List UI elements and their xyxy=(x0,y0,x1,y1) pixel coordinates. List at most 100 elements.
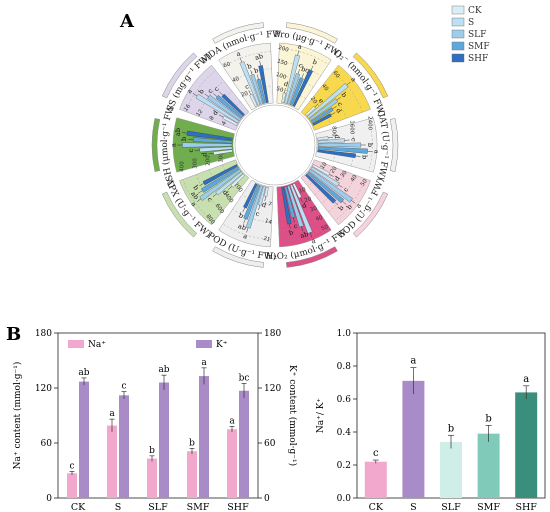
radial-center xyxy=(234,104,316,186)
na-k-ratio-bar-chart: 0.0 0.2 0.4 0.6 0.8 1.0 Na⁺/ K⁺ c CK a Sb SLF b SMF a S… xyxy=(316,329,546,512)
sector-outer-arc xyxy=(151,118,161,172)
grid-arc xyxy=(198,80,225,117)
significance-letter: a xyxy=(410,356,416,367)
significance-letter: ab xyxy=(158,365,169,375)
sector-tick-label: 20 xyxy=(309,96,318,106)
radial-significance-letter: c xyxy=(212,85,221,93)
y2-tick-label: 0 xyxy=(264,494,270,504)
sector-outer-arc xyxy=(212,246,264,268)
bar xyxy=(159,382,169,498)
sector-outer-arc xyxy=(286,246,338,268)
significance-letter: a xyxy=(109,409,115,419)
bar xyxy=(239,390,249,498)
x-tick-label: SLF xyxy=(148,502,168,512)
legend-label: K⁺ xyxy=(216,340,228,350)
significance-letter: a xyxy=(523,374,529,385)
radial-significance-letter: a xyxy=(310,237,316,246)
radial-error-bar xyxy=(259,60,261,66)
sector-tick-label: 400 xyxy=(223,192,234,204)
sector-tick-label: 8 xyxy=(209,115,216,122)
radial-bar xyxy=(230,173,245,188)
radial-bar xyxy=(243,183,258,209)
radial-bar xyxy=(215,171,243,196)
radial-significance-letter: ab xyxy=(237,222,247,232)
legend-label: SHF xyxy=(468,54,488,64)
panel-label-b: B xyxy=(6,324,21,345)
radial-significance-letter: c xyxy=(206,196,215,204)
radial-error-bar xyxy=(293,217,295,223)
radial-bar xyxy=(287,185,304,228)
radial-significance-letter: a xyxy=(242,232,248,241)
radial-bar xyxy=(317,138,345,144)
sector-outer-arc xyxy=(352,52,389,99)
x-tick-label: SMF xyxy=(477,502,500,512)
radial-bar xyxy=(287,73,301,105)
radial-error-bar xyxy=(250,70,253,75)
radial-significance-letter: a xyxy=(373,150,381,154)
grid-arc xyxy=(192,123,197,167)
sector-tick-label: 4 xyxy=(221,120,228,127)
sector-label: CAT (U·g⁻¹ FW) xyxy=(375,109,391,181)
radial-bar xyxy=(317,136,329,141)
radial-significance-letter: c xyxy=(350,138,358,142)
radial-error-bar xyxy=(213,93,218,97)
radial-error-bar xyxy=(332,106,337,110)
significance-letter: b xyxy=(189,439,195,449)
radial-bar xyxy=(213,149,233,156)
sector-tick-label: 10 xyxy=(320,161,329,171)
x-tick-label: CK xyxy=(71,502,86,512)
radial-error-bar xyxy=(258,205,261,211)
radial-bar xyxy=(256,78,266,104)
radial-significance-letter: b xyxy=(197,87,206,95)
significance-letter: ab xyxy=(78,368,89,378)
bar xyxy=(187,451,197,498)
significance-letter: b xyxy=(485,413,491,424)
radial-significance-letter: b xyxy=(180,137,188,141)
radial-error-bar xyxy=(192,93,198,97)
radial-bar xyxy=(292,183,302,199)
sector-tick-label: 20 xyxy=(240,91,249,99)
grid-arc xyxy=(368,118,373,172)
legend-label: SMF xyxy=(468,42,490,52)
radial-bar xyxy=(312,164,331,176)
sector-tick-label: 21 xyxy=(262,236,271,244)
radial-error-bar xyxy=(309,232,313,238)
radial-significance-letter: c xyxy=(206,87,215,95)
radial-bar xyxy=(186,130,233,141)
radial-legend: CK S SLF SMF SHF xyxy=(451,5,490,64)
radial-bar xyxy=(195,93,240,124)
radial-bar xyxy=(312,113,332,126)
radial-significance-letter: c xyxy=(298,61,304,70)
radial-error-bar xyxy=(289,223,291,229)
legend-swatch xyxy=(451,41,465,51)
y-axis-title: Na⁺ content (mmol·g⁻¹) xyxy=(12,362,23,470)
sector-tick-label: 20 xyxy=(330,165,339,175)
grid-arc xyxy=(219,130,222,160)
sector-outer-arc xyxy=(161,191,198,238)
radial-error-bar xyxy=(239,57,243,63)
radial-significance-letter: b xyxy=(191,184,200,192)
radial-error-bar xyxy=(208,153,214,155)
y-tick-label: 0.8 xyxy=(337,362,352,372)
significance-letter: a xyxy=(229,417,235,427)
radial-significance-letter: c xyxy=(244,82,250,91)
radial-bar xyxy=(305,105,316,117)
bar xyxy=(199,376,209,498)
radial-bar xyxy=(307,171,345,204)
radial-error-bar xyxy=(336,97,341,101)
radial-error-bar xyxy=(310,65,314,71)
bar xyxy=(79,381,89,498)
radial-bar xyxy=(239,61,261,106)
radial-bar xyxy=(249,93,258,107)
significance-letter: b xyxy=(448,423,454,434)
legend-swatch xyxy=(451,5,465,15)
radial-bar xyxy=(243,184,261,220)
radial-significance-letter: a xyxy=(189,200,198,208)
radial-significance-letter: c xyxy=(293,222,299,231)
legend-swatch xyxy=(451,17,465,27)
radial-bar xyxy=(201,166,240,193)
radial-error-bar xyxy=(212,193,217,198)
sector-tick-label: 30 xyxy=(309,205,318,213)
